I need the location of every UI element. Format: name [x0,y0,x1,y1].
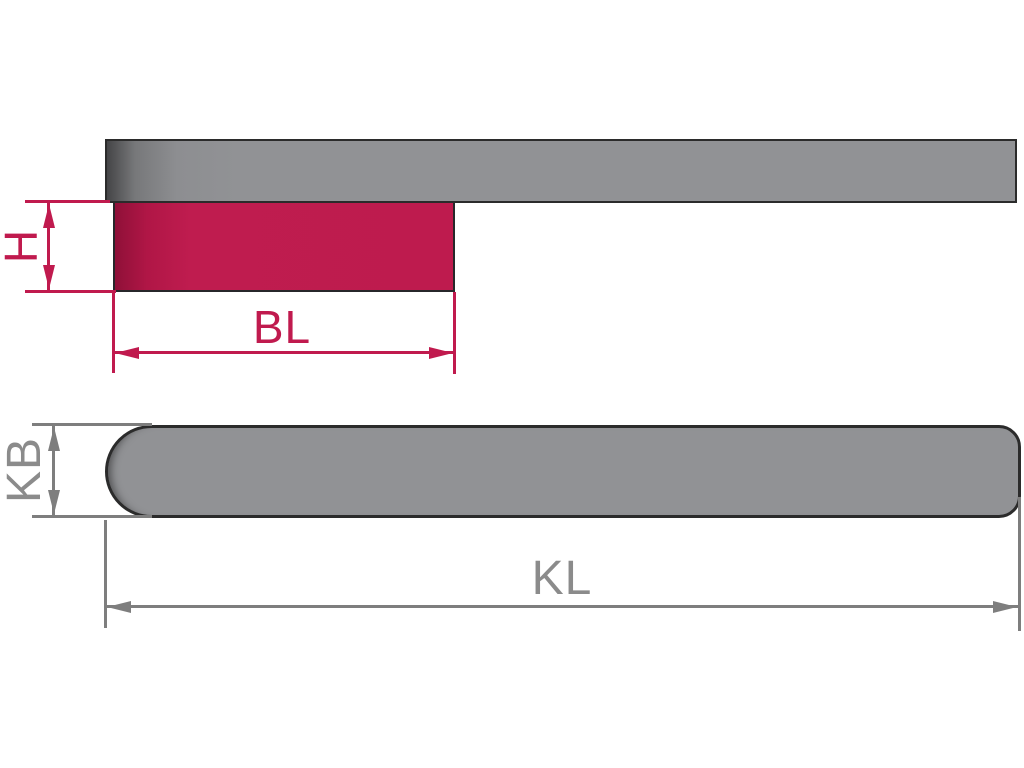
dim-label-bl: BL [252,301,312,353]
dim-kl-extension-right [1018,497,1021,631]
arrowhead-up-icon [42,204,55,228]
dim-bl-extension-right [453,292,456,374]
holder-bar-shape [105,139,1017,203]
arrowhead-left-icon [107,600,131,613]
dim-kb-line [52,426,55,515]
arrowhead-right-icon [429,346,453,359]
key-bar-shape [105,425,1021,518]
dim-bl-line [114,351,454,354]
arrowhead-left-icon [115,346,139,359]
arrowhead-down-icon [47,490,60,514]
dim-kb-extension-top [32,423,152,426]
dim-bl-extension-left [112,293,115,373]
dim-kb-extension-bottom [32,515,152,518]
dim-h-extension-top [25,200,110,203]
arrowhead-down-icon [42,265,55,289]
dim-kl-extension-left [104,520,107,628]
brush-block-shape [113,203,455,292]
dim-kl-line [106,605,1018,608]
dim-label-kl: KL [531,552,593,605]
dim-label-h: H [0,228,47,264]
dim-h-extension-bottom [25,290,116,293]
arrowhead-up-icon [47,427,60,451]
dim-label-kb: KB [0,436,51,504]
dim-h-line [47,203,50,290]
arrowhead-right-icon [993,600,1017,613]
